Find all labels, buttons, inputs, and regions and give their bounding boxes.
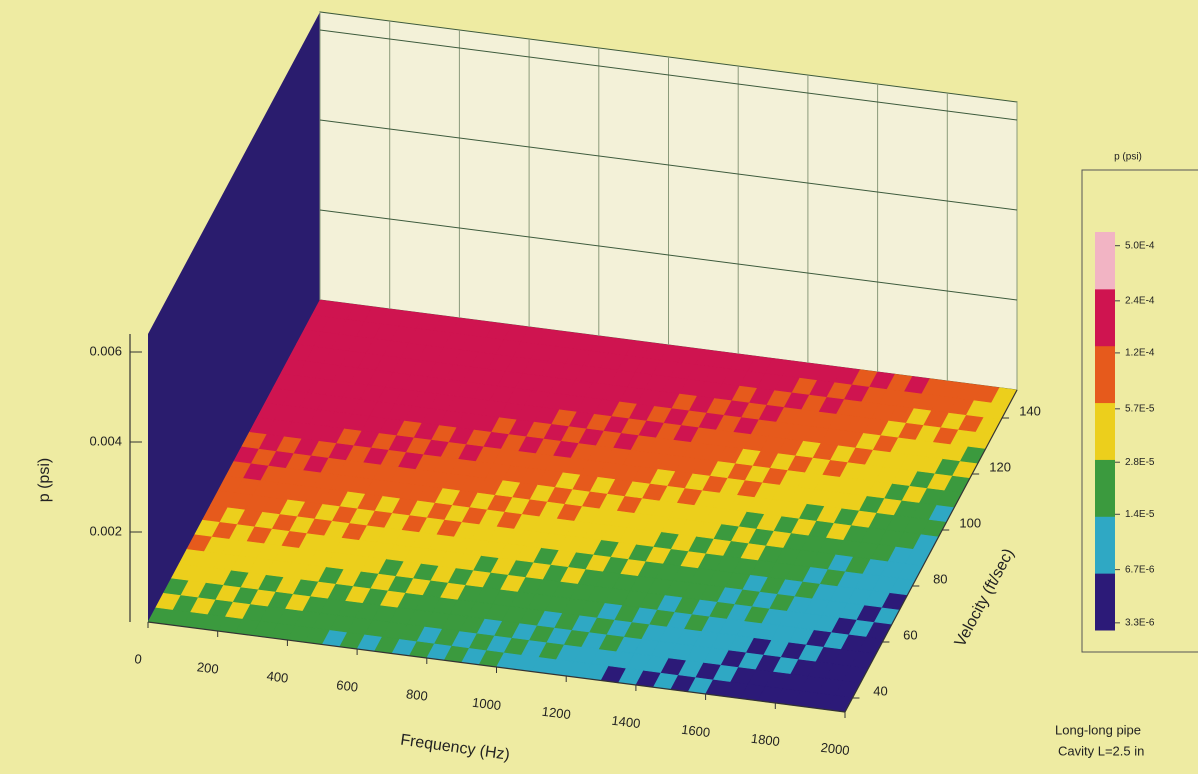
x-tick-label: 600 (336, 677, 359, 695)
colorbar-swatch (1095, 345, 1115, 404)
grid-line (319, 29, 1018, 121)
x-tick-label: 800 (405, 686, 428, 704)
colorbar-swatch (1095, 402, 1115, 460)
y-axis-line (844, 389, 1018, 713)
grid-line (319, 119, 1018, 211)
colorbar-tick-label: 5.0E-4 (1125, 240, 1155, 251)
x-tick-label: 0 (134, 651, 143, 667)
colorbar-tick-label: 2.4E-4 (1125, 295, 1155, 306)
left-wall (148, 12, 320, 622)
y-tick-label: 140 (1019, 403, 1041, 418)
z-tick-label: 0.004 (89, 433, 122, 448)
note-line: Long-long pipe (1055, 722, 1141, 737)
x-tick-label: 200 (196, 659, 219, 677)
x-tick-label: 400 (266, 668, 289, 686)
z-tick-label: 0.002 (89, 523, 122, 538)
colorbar-tick-label: 3.3E-6 (1125, 617, 1155, 628)
z-tick-label: 0.006 (89, 343, 122, 358)
note-line: Cavity L=2.5 in (1058, 743, 1144, 758)
colorbar-swatch (1095, 573, 1115, 631)
colorbar-swatch (1095, 288, 1115, 347)
y-tick-label: 60 (903, 627, 917, 642)
colorbar-swatch (1095, 232, 1115, 290)
colorbar-tick-label: 1.4E-5 (1125, 509, 1155, 520)
x-axis-line (147, 621, 846, 713)
z-axis-label: p (psi) (36, 458, 53, 502)
y-tick-label: 100 (959, 515, 981, 530)
colorbar-tick-label: 6.7E-6 (1125, 564, 1155, 575)
colorbar-tick-label: 1.2E-4 (1125, 348, 1155, 359)
colorbar-swatch (1095, 459, 1115, 517)
y-tick-label: 120 (989, 459, 1011, 474)
grid-line (319, 209, 1018, 301)
x-tick-label: 1600 (680, 722, 711, 740)
x-tick-label: 1400 (611, 713, 642, 731)
y-tick-label: 40 (873, 683, 887, 698)
y-tick-label: 80 (933, 571, 947, 586)
colorbar-title: p (psi) (1114, 152, 1142, 163)
x-tick-label: 1200 (541, 704, 572, 722)
x-tick-label: 1000 (471, 695, 502, 713)
colorbar-swatch (1095, 516, 1115, 574)
colorbar-frame (1081, 169, 1198, 653)
colorbar-tick-label: 5.7E-5 (1125, 403, 1155, 414)
plot-3d: 0 200 400 600 800 1000 1200 1400 1600 1800 2000 0.0… (89, 11, 1041, 758)
x-tick-label: 2000 (820, 740, 851, 758)
x-tick-label: 1800 (750, 731, 781, 749)
colorbar-tick-label: 2.8E-5 (1125, 457, 1155, 468)
